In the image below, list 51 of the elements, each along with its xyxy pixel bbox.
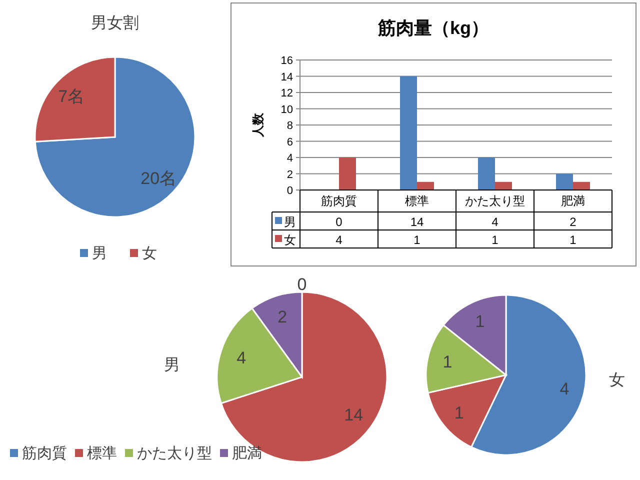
x-tick-label: 標準 xyxy=(405,194,429,208)
data-label: 4 xyxy=(236,348,246,368)
bar xyxy=(556,174,573,190)
bar xyxy=(478,158,495,190)
y-tick-label: 14 xyxy=(280,71,293,84)
data-label: 4 xyxy=(336,233,343,247)
legend-label: 女 xyxy=(142,245,157,262)
data-label: 0 xyxy=(336,215,343,229)
y-tick-label: 10 xyxy=(280,104,293,116)
data-label: 4 xyxy=(560,379,570,398)
y-tick-label: 12 xyxy=(280,88,293,100)
data-label: 14 xyxy=(410,215,424,229)
y-axis-title: 人数 xyxy=(251,112,265,138)
y-tick-label: 16 xyxy=(280,55,293,67)
data-label: 14 xyxy=(344,405,364,424)
data-label: 2 xyxy=(570,215,577,229)
y-tick-label: 0 xyxy=(286,185,293,197)
pie-slice xyxy=(34,56,196,218)
text: 男 xyxy=(164,357,180,374)
y-tick-label: 2 xyxy=(286,168,293,181)
data-label: 20名 xyxy=(140,169,177,188)
legend-label: 男 xyxy=(284,215,296,229)
x-tick-label: 肥満 xyxy=(561,194,585,208)
data-label: 1 xyxy=(475,312,485,331)
bar xyxy=(417,182,434,190)
legend-label: 男 xyxy=(92,245,107,262)
data-label: 7名 xyxy=(58,86,85,106)
x-tick-label: 筋肉質 xyxy=(321,194,357,208)
y-tick-label: 8 xyxy=(286,120,293,132)
legend-label: 女 xyxy=(284,233,296,247)
text: 女 xyxy=(609,372,625,389)
y-tick-label: 6 xyxy=(286,136,293,148)
bar xyxy=(573,182,590,190)
data-label: 4 xyxy=(492,215,499,229)
chart-title: 筋肉量（kg） xyxy=(376,18,490,38)
chart-title: 男女割 xyxy=(91,14,139,32)
data-label: 1 xyxy=(414,233,421,247)
legend-label: 筋肉質 xyxy=(22,445,67,462)
data-label: 1 xyxy=(570,233,577,247)
legend-label: 標準 xyxy=(87,445,117,462)
bar xyxy=(400,76,417,190)
data-label: 1 xyxy=(492,233,499,247)
bar xyxy=(339,158,356,190)
data-label: 1 xyxy=(442,352,452,372)
legend-label: かた太り型 xyxy=(137,445,212,462)
x-tick-label: かた太り型 xyxy=(465,194,525,208)
legend-label: 肥満 xyxy=(232,445,262,462)
data-label: 1 xyxy=(454,403,464,422)
y-tick-label: 4 xyxy=(286,152,293,164)
pie-slice xyxy=(220,291,388,463)
bar xyxy=(495,182,512,190)
